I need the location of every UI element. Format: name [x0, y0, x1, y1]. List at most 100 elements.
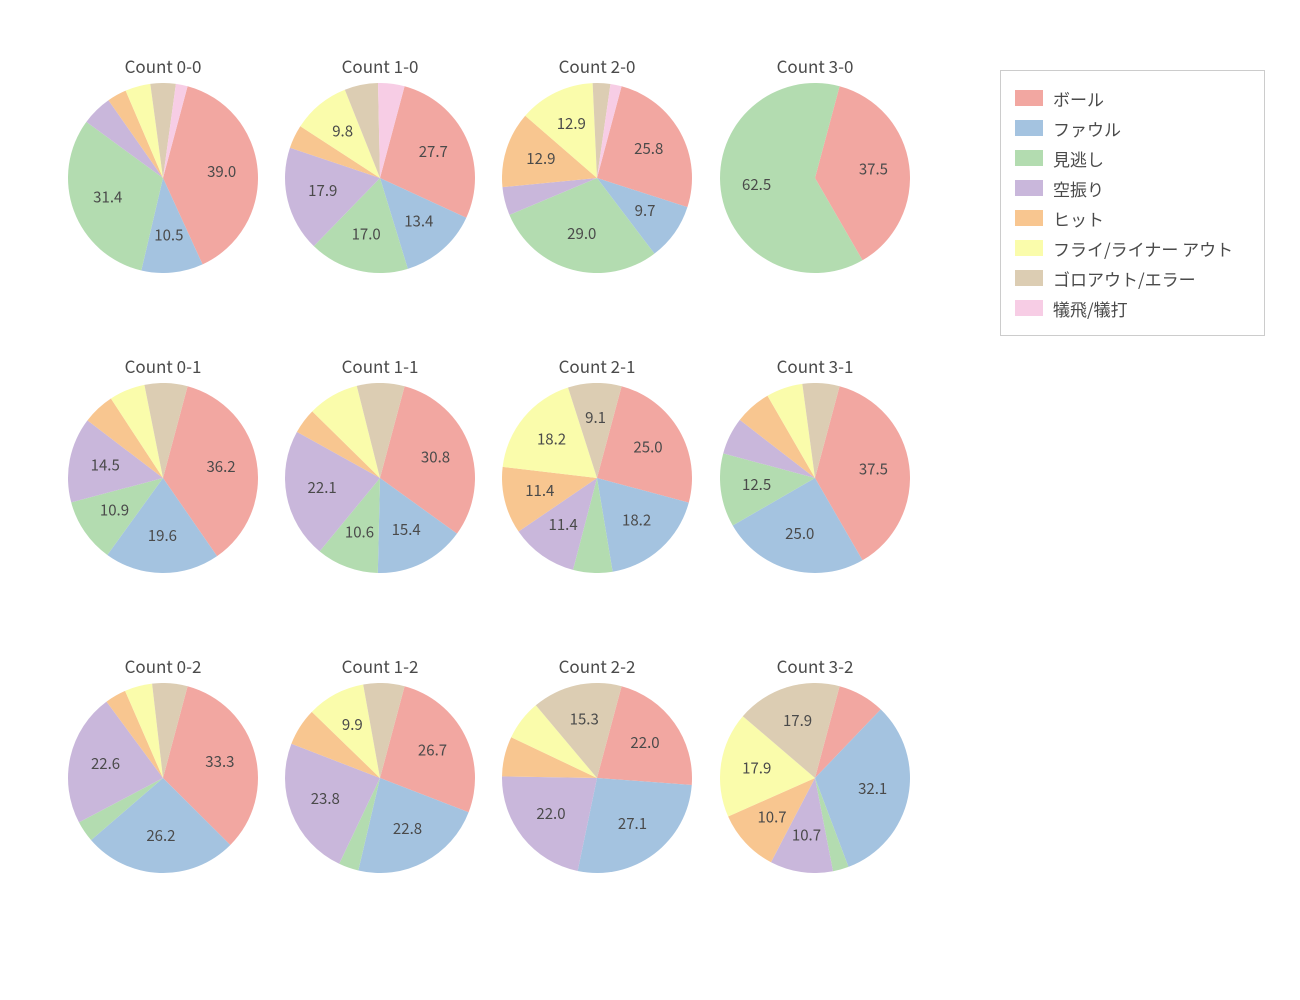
pie-slice-label: 22.0 [630, 732, 659, 753]
pie-panel: Count 1-226.722.823.89.9 [285, 683, 475, 873]
pie-slice-label: 25.8 [634, 138, 663, 159]
panel-title: Count 1-1 [342, 353, 419, 378]
pie-slice-label: 23.8 [311, 788, 340, 809]
legend-swatch [1015, 240, 1043, 256]
pie-slice-label: 9.9 [342, 714, 363, 735]
panel-title: Count 2-1 [559, 353, 636, 378]
pie-slice-label: 32.1 [858, 778, 887, 799]
pie-slice-label: 15.3 [570, 709, 599, 730]
pie-panel: Count 0-039.010.531.4 [68, 83, 258, 273]
pie-slice-label: 36.2 [206, 456, 235, 477]
pie-slice-label: 17.0 [352, 223, 381, 244]
pie-chart: 25.0 18.2 11.4 11.4 18.2 9.1 [502, 383, 692, 573]
pie-slice-label: 18.2 [537, 429, 566, 450]
pie-slice-label: 25.0 [785, 523, 814, 544]
legend-swatch [1015, 210, 1043, 226]
pie-panel: Count 2-125.018.211.411.418.29.1 [502, 383, 692, 573]
pie-slice-label: 22.6 [91, 753, 120, 774]
legend-label: ヒット [1053, 210, 1104, 227]
legend: ボールファウル見逃し空振りヒットフライ/ライナー アウトゴロアウト/エラー犠飛/… [1000, 70, 1265, 336]
legend-item: 犠飛/犠打 [1015, 293, 1252, 323]
panel-title: Count 0-1 [125, 353, 202, 378]
pie-slice-label: 12.5 [742, 474, 771, 495]
pie-chart: 32.1 10.7 10.7 17.9 17.9 [720, 683, 910, 873]
pie-slice-label: 27.7 [419, 141, 448, 162]
legend-item: ボール [1015, 83, 1252, 113]
legend-swatch [1015, 180, 1043, 196]
legend-item: 見逃し [1015, 143, 1252, 173]
pie-chart: 30.815.410.622.1 [285, 383, 475, 573]
panel-title: Count 2-0 [559, 53, 636, 78]
legend-item: ヒット [1015, 203, 1252, 233]
panel-title: Count 3-0 [777, 53, 854, 78]
legend-swatch [1015, 150, 1043, 166]
pie-slice-label: 39.0 [207, 161, 236, 182]
legend-swatch [1015, 90, 1043, 106]
pie-chart: 33.3 26.2 22.6 [68, 683, 258, 873]
legend-label: 犠飛/犠打 [1053, 300, 1128, 317]
pie-panel: Count 3-137.525.012.5 [720, 383, 910, 573]
pie-slice-label: 9.7 [635, 200, 656, 221]
pie-panel: Count 3-037.562.5 [720, 83, 910, 273]
pie-slice-label: 17.9 [742, 758, 771, 779]
pie-slice-label: 31.4 [93, 186, 122, 207]
pie-panel: Count 2-025.89.729.012.912.9 [502, 83, 692, 273]
pie-chart: 27.7 13.4 17.0 17.9 9.8 [285, 83, 475, 273]
legend-item: フライ/ライナー アウト [1015, 233, 1252, 263]
panel-title: Count 1-0 [342, 53, 419, 78]
pie-slice-label: 10.5 [154, 225, 183, 246]
pie-slice-label: 17.9 [308, 180, 337, 201]
legend-item: 空振り [1015, 173, 1252, 203]
pie-panel: Count 0-136.219.610.914.5 [68, 383, 258, 573]
pie-slice-label: 62.5 [742, 174, 771, 195]
pie-chart: 22.0 27.1 22.0 15.3 [502, 683, 692, 873]
pie-slice-label: 25.0 [633, 437, 662, 458]
pie-panel: Count 1-027.713.417.017.99.8 [285, 83, 475, 273]
panel-title: Count 0-2 [125, 653, 202, 678]
panel-title: Count 3-1 [777, 353, 854, 378]
legend-swatch [1015, 270, 1043, 286]
pie-slice-label: 22.8 [393, 818, 422, 839]
pie-chart: 26.7 22.8 23.8 9.9 [285, 683, 475, 873]
pie-slice-label: 19.6 [148, 525, 177, 546]
pie-slice-label: 30.8 [421, 446, 450, 467]
pie-slice-label: 18.2 [622, 510, 651, 531]
legend-item: ゴロアウト/エラー [1015, 263, 1252, 293]
pie-chart: 37.5 25.0 12.5 [720, 383, 910, 573]
pie-slice-label: 27.1 [618, 813, 647, 834]
panel-title: Count 1-2 [342, 653, 419, 678]
pie-slice-label: 37.5 [859, 158, 888, 179]
pie-slice-label: 9.8 [332, 121, 353, 142]
pie-slice-label: 22.0 [536, 803, 565, 824]
pie-slice-label: 17.9 [783, 710, 812, 731]
pie-panel: Count 1-130.815.410.622.1 [285, 383, 475, 573]
pie-slice-label: 12.9 [526, 148, 555, 169]
legend-label: ボール [1053, 90, 1104, 107]
pie-slice-label: 33.3 [205, 751, 234, 772]
pie-chart: 37.5 62.5 [720, 83, 910, 273]
pie-slice-label: 11.4 [525, 480, 554, 501]
pie-panel: Count 0-233.326.222.6 [68, 683, 258, 873]
pie-chart: 39.0 10.5 31.4 [68, 83, 258, 273]
pie-slice-label: 14.5 [91, 455, 120, 476]
legend-item: ファウル [1015, 113, 1252, 143]
pie-slice-label: 12.9 [557, 113, 586, 134]
pie-slice-label: 10.6 [345, 521, 374, 542]
pie-slice-label: 22.1 [308, 477, 337, 498]
pie-slice-label: 10.7 [792, 824, 821, 845]
pie-chart: 25.89.729.012.912.9 [502, 83, 692, 273]
panel-title: Count 2-2 [559, 653, 636, 678]
pie-slice-label: 10.7 [757, 806, 786, 827]
legend-label: 空振り [1053, 180, 1104, 197]
pie-slice-label: 9.1 [585, 407, 606, 428]
pie-slice-label: 26.7 [418, 739, 447, 760]
pie-panel: Count 2-222.027.122.015.3 [502, 683, 692, 873]
legend-label: フライ/ライナー アウト [1053, 240, 1233, 257]
panel-title: Count 0-0 [125, 53, 202, 78]
pie-slice-label: 10.9 [100, 499, 129, 520]
pie-slice-label: 11.4 [549, 514, 578, 535]
pie-panel: Count 3-232.110.710.717.917.9 [720, 683, 910, 873]
pie-slice-label: 26.2 [146, 825, 175, 846]
pie-slice-label: 37.5 [859, 458, 888, 479]
pie-slice-label: 13.4 [404, 210, 433, 231]
